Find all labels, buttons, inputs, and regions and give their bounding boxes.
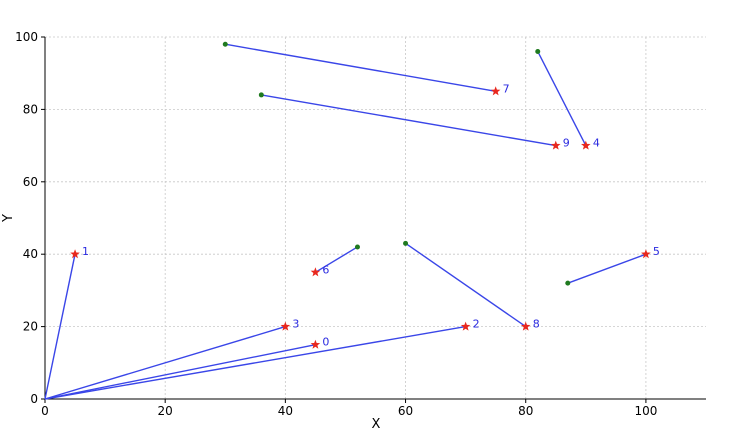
connector-line (405, 242, 527, 328)
point-label-5: 5 (653, 245, 660, 258)
target-star-8 (520, 321, 531, 331)
source-dot (258, 92, 264, 98)
source-dot (565, 280, 571, 286)
target-star-3 (280, 321, 291, 331)
point-label-6: 6 (322, 263, 329, 276)
y-tick-label: 80 (23, 102, 38, 116)
y-tick-label: 100 (15, 30, 38, 44)
target-star-6 (310, 267, 321, 277)
x-tick-label: 60 (398, 404, 413, 418)
x-tick-label: 80 (518, 404, 533, 418)
x-tick-label: 100 (634, 404, 657, 418)
target-star-1 (70, 249, 80, 259)
source-dot (354, 244, 360, 250)
target-star-0 (310, 339, 321, 349)
connector-line (44, 325, 466, 400)
connector-line (315, 246, 358, 273)
x-axis-label: X (372, 417, 381, 429)
point-label-2: 2 (473, 318, 480, 331)
y-tick-label: 0 (30, 392, 38, 406)
y-axis-label: Y (1, 214, 16, 223)
connector-line (567, 253, 647, 284)
point-label-7: 7 (503, 82, 510, 95)
segments-layer (44, 43, 647, 400)
point-label-9: 9 (563, 137, 570, 150)
point-label-4: 4 (593, 137, 600, 150)
x-tick-label: 40 (278, 404, 293, 418)
point-label-1: 1 (82, 245, 89, 258)
connector-line (44, 344, 316, 400)
target-star-5 (641, 249, 651, 259)
connector-line (225, 43, 496, 92)
connector-line (44, 254, 76, 400)
target-star-9 (551, 140, 561, 150)
y-tick-label: 20 (23, 320, 38, 334)
grid-layer (45, 36, 706, 399)
target-star-2 (460, 321, 471, 331)
x-tick-label: 20 (158, 404, 173, 418)
connector-line (537, 51, 587, 146)
y-tick-label: 40 (23, 247, 38, 261)
source-dot (403, 240, 409, 246)
x-tick-label: 0 (41, 404, 49, 418)
connector-line (44, 325, 286, 400)
labels-layer: 0 1 2 3 4 5 6 7 8 9 (82, 82, 660, 348)
markers-layer (70, 41, 651, 349)
target-star-7 (490, 86, 501, 96)
point-label-8: 8 (533, 318, 540, 331)
y-tick-label: 60 (23, 175, 38, 189)
point-label-0: 0 (322, 336, 329, 349)
connector-line (261, 94, 556, 147)
point-label-3: 3 (292, 318, 299, 331)
source-dot (222, 41, 228, 47)
target-star-4 (581, 140, 591, 150)
source-dot (535, 48, 541, 54)
